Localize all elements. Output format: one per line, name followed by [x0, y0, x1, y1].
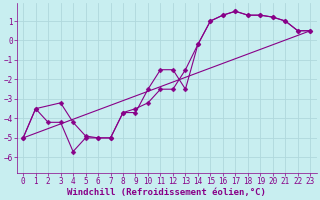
X-axis label: Windchill (Refroidissement éolien,°C): Windchill (Refroidissement éolien,°C) [67, 188, 266, 197]
